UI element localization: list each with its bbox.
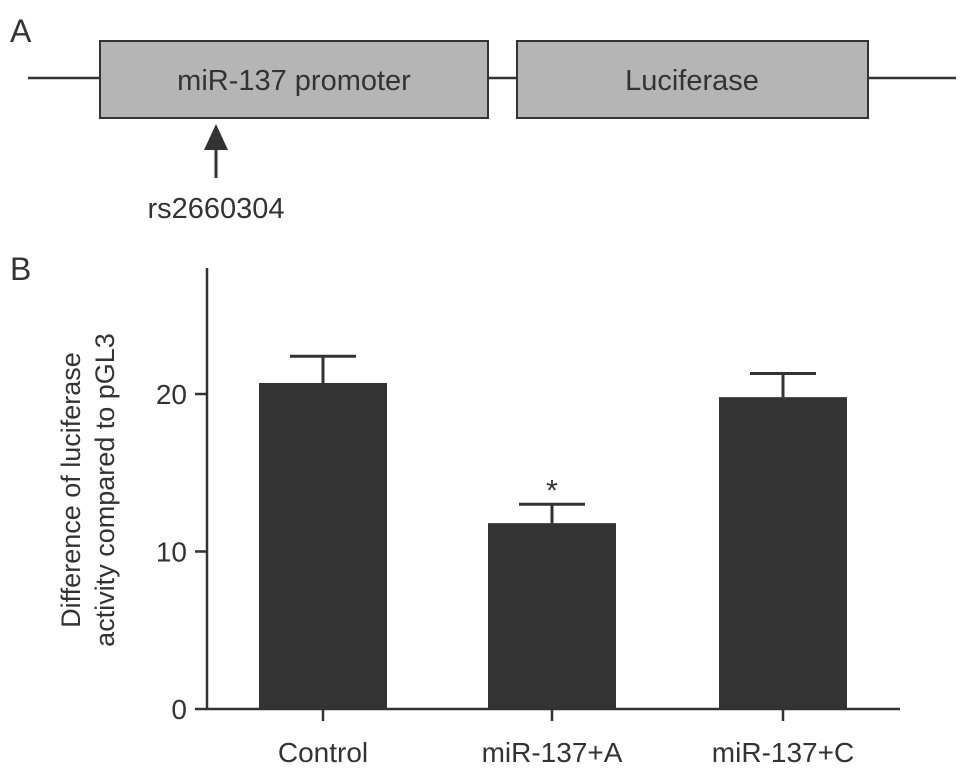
promoter-box xyxy=(99,40,489,119)
luciferase-label: Luciferase xyxy=(625,65,759,97)
snp-arrow-icon xyxy=(204,124,228,178)
bar-mir-137-a xyxy=(488,523,616,709)
significance-marker-mir-137-a: * xyxy=(546,474,558,507)
y-axis-title-line-1: Difference of luciferase xyxy=(56,352,86,628)
y-axis-title-line-2: activity compared to pGL3 xyxy=(90,333,120,647)
x-tick-label-mir-137-c: miR-137+C xyxy=(712,737,854,768)
panel-b-label: B xyxy=(10,251,31,287)
snp-label: rs2660304 xyxy=(147,193,284,225)
x-tick-label-mir-137-a: miR-137+A xyxy=(482,737,623,768)
panel-b: B Difference of luciferase activity comp… xyxy=(10,251,900,768)
luciferase-box xyxy=(516,40,869,119)
y-tick-label-0: 0 xyxy=(171,694,187,725)
y-tick-label-10: 10 xyxy=(156,537,187,568)
bar-control xyxy=(259,382,387,709)
y-tick-label-20: 20 xyxy=(156,379,187,410)
promoter-label: miR-137 promoter xyxy=(177,65,411,97)
y-axis: 0 10 20 xyxy=(156,268,209,725)
y-axis-title: Difference of luciferase activity compar… xyxy=(56,333,120,647)
panel-a: A miR-137 promoter Luciferase rs2660304 xyxy=(10,13,956,225)
x-tick-label-control: Control xyxy=(278,737,368,768)
bar-mir-137-c xyxy=(719,397,847,709)
x-axis: Control miR-137+A miR-137+C xyxy=(206,707,900,768)
panel-a-label: A xyxy=(10,13,32,49)
bars: * xyxy=(259,354,847,709)
